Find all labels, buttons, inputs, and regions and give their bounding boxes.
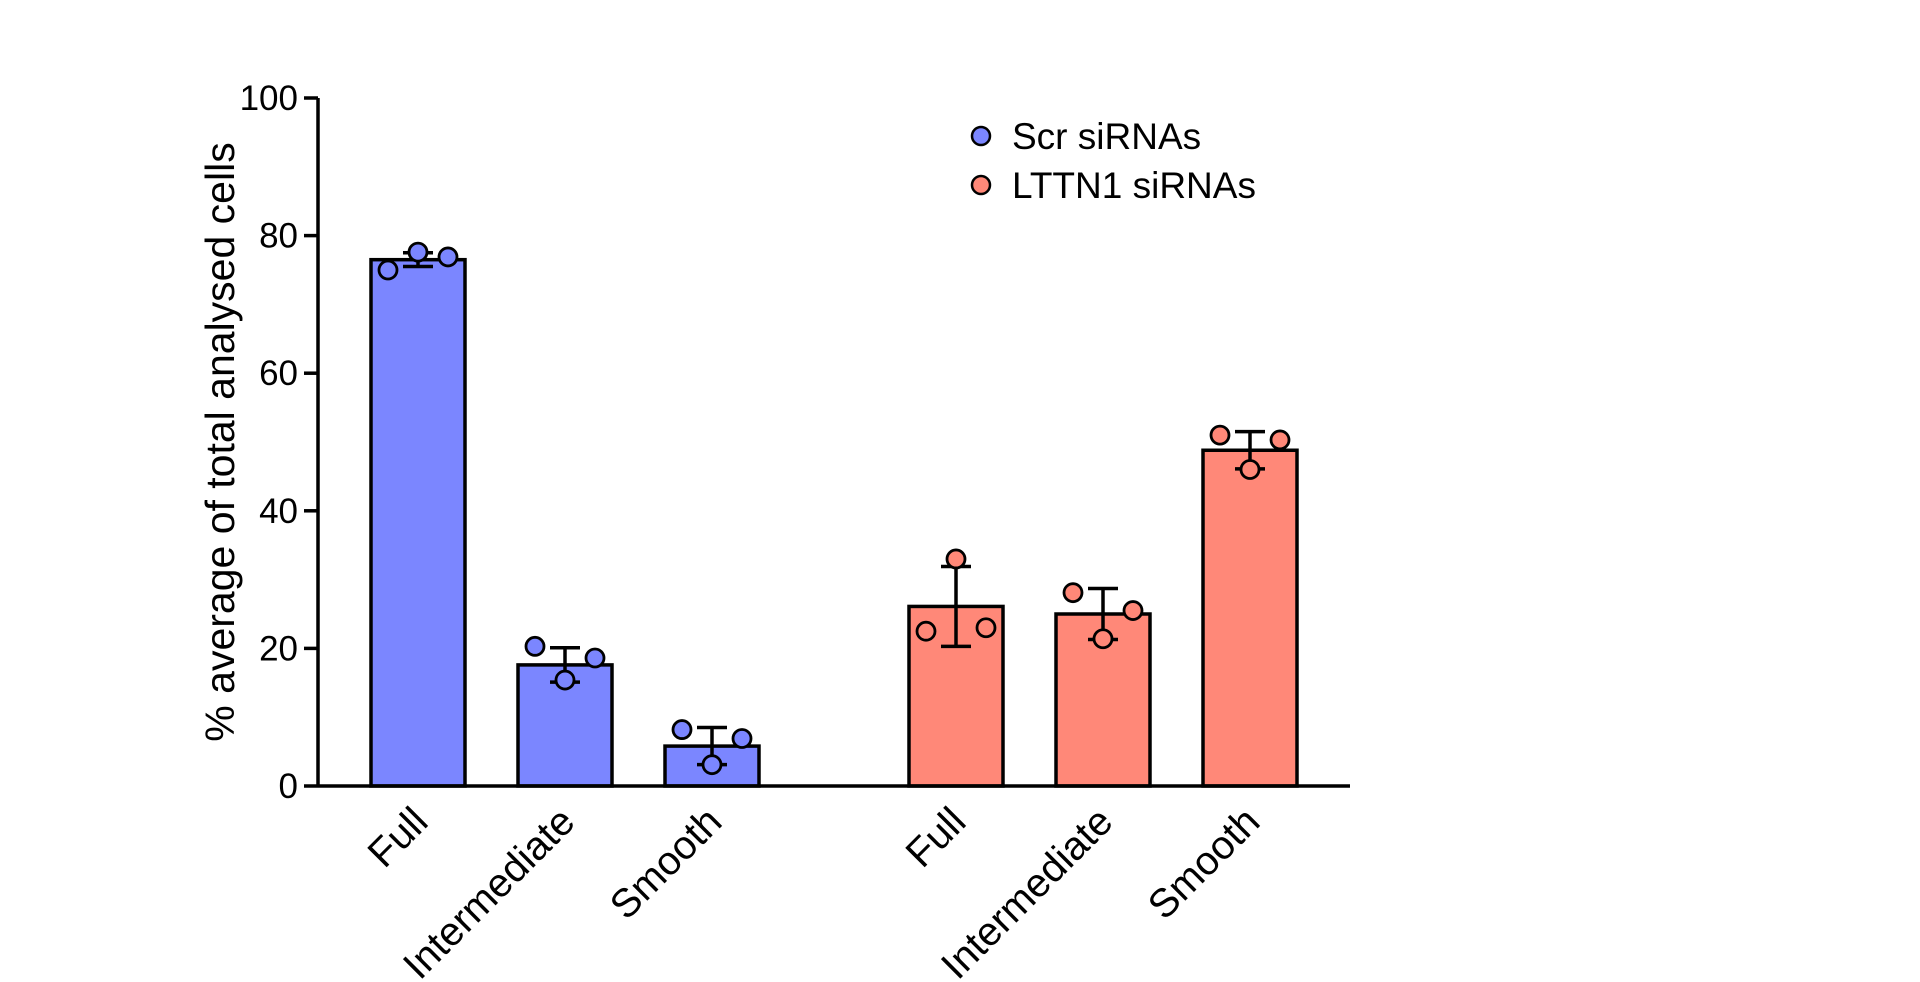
data-point <box>1062 582 1084 604</box>
data-point <box>1269 429 1291 451</box>
data-point <box>437 246 459 268</box>
data-point <box>671 719 693 740</box>
bar <box>1201 448 1299 788</box>
data-point <box>584 647 606 669</box>
legend-marker-lttn1 <box>970 174 992 196</box>
data-point <box>975 617 997 639</box>
data-point <box>1209 424 1231 446</box>
x-category-label: Full <box>360 799 437 876</box>
data-point <box>407 241 429 263</box>
legend: Scr siRNAs LTTN1 siRNAs <box>970 116 1256 206</box>
y-tick-label: 80 <box>259 217 298 256</box>
y-axis-title: % average of total analysed cells <box>197 142 243 741</box>
y-tick-label: 60 <box>259 354 298 393</box>
data-point <box>1092 628 1114 650</box>
x-category-label: Smooth <box>1140 799 1269 928</box>
y-tick-label: 20 <box>259 629 298 668</box>
x-category-label: Smooth <box>602 799 731 928</box>
data-point <box>701 754 723 776</box>
legend-label-scr: Scr siRNAs <box>1012 116 1201 157</box>
legend-label-lttn1: LTTN1 siRNAs <box>1012 165 1256 206</box>
bar <box>369 257 467 788</box>
axes-layer <box>316 98 1350 788</box>
y-tick-label: 40 <box>259 492 298 531</box>
y-tick-label: 100 <box>240 79 298 118</box>
bars-layer <box>369 241 1299 788</box>
data-point <box>554 669 576 691</box>
y-tick-label: 0 <box>279 767 298 806</box>
data-point <box>731 728 753 749</box>
data-point <box>377 259 399 281</box>
x-category-label: Full <box>898 799 975 876</box>
ticks-layer: 0 20 40 60 80 100 <box>240 79 318 806</box>
data-point <box>1239 459 1261 480</box>
legend-marker-scr <box>970 125 992 147</box>
data-point <box>945 548 967 570</box>
data-point <box>524 635 546 657</box>
data-point <box>1122 600 1144 621</box>
data-point <box>915 620 937 642</box>
